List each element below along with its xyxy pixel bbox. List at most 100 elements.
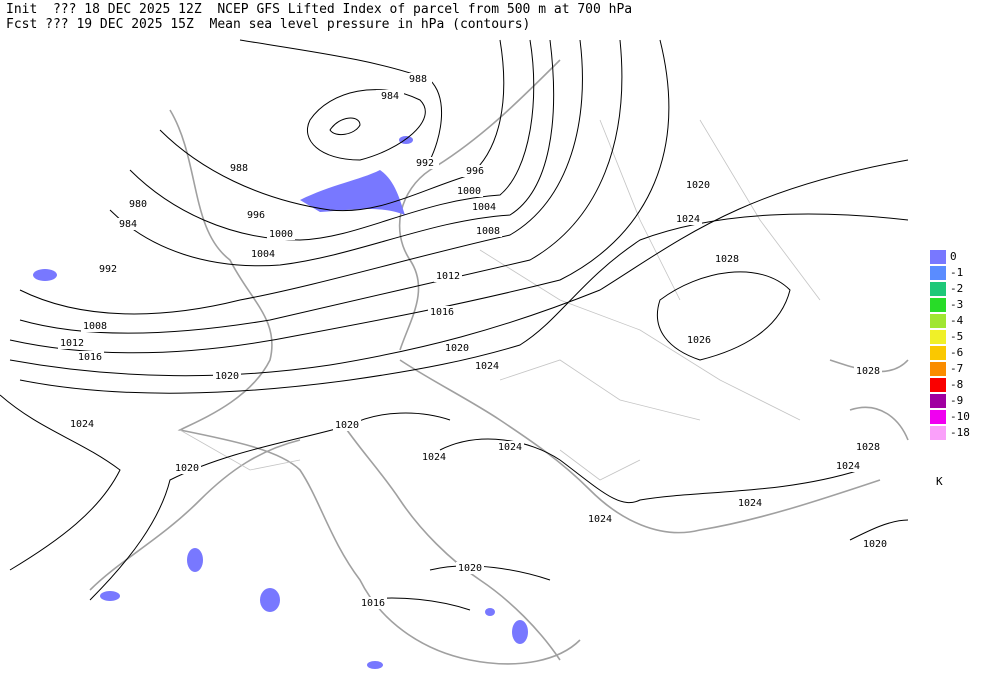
contour-label-bg	[834, 460, 862, 472]
contour-label: 1020	[458, 563, 482, 574]
legend-swatch	[930, 314, 946, 328]
contour-label-bg	[359, 597, 387, 609]
contour-label-bg	[496, 441, 524, 453]
contour-label-bg	[58, 337, 86, 349]
contour-label-bg	[685, 334, 713, 346]
contour-label-bg	[376, 90, 404, 102]
contour-label: 1024	[836, 461, 860, 472]
contour-label-bg	[225, 162, 253, 174]
header-line: Init ??? 18 DEC 2025 12Z NCEP GFS Lifted…	[6, 2, 632, 17]
legend-swatch	[930, 330, 946, 344]
contour-label-bg	[267, 228, 295, 240]
contour-label: 1028	[715, 254, 739, 265]
contour-label: 1016	[430, 307, 454, 318]
contour-label: 1012	[60, 338, 84, 349]
legend-label: -4	[950, 314, 964, 327]
legend-label: -3	[950, 298, 963, 311]
contour-label: 984	[119, 219, 137, 230]
contour-label: 1020	[215, 371, 239, 382]
contour-label-bg	[474, 225, 502, 237]
legend-swatch	[930, 394, 946, 408]
contour-label: 1026	[687, 335, 711, 346]
contour-label: 1000	[269, 229, 293, 240]
legend-swatch	[930, 266, 946, 280]
legend-swatch	[930, 298, 946, 312]
contour-label: 984	[381, 91, 399, 102]
contour-label-bg	[854, 441, 882, 453]
contour-label: 996	[466, 166, 484, 177]
contour-label: 1024	[70, 419, 94, 430]
contour-label-bg	[443, 342, 471, 354]
contour-label: 1024	[498, 442, 522, 453]
contour-label-bg	[68, 418, 96, 430]
contour-label-bg	[411, 157, 439, 169]
contour-label: 1016	[78, 352, 102, 363]
contour-label: 992	[99, 264, 117, 275]
contour-label-bg	[213, 370, 241, 382]
contour-label: 1004	[251, 249, 275, 260]
contour-label-bg	[684, 179, 712, 191]
contour-label: 1012	[436, 271, 460, 282]
contour-label-bg	[94, 263, 122, 275]
legend-label: 0	[950, 250, 957, 263]
contour-label-bg	[473, 360, 501, 372]
contour-label-bg	[81, 320, 109, 332]
contour-label-bg	[713, 253, 741, 265]
contour-label-bg	[114, 218, 142, 230]
contour-label-bg	[434, 270, 462, 282]
legend-swatch	[930, 426, 946, 440]
contour-label: 1024	[422, 452, 446, 463]
contour-label: 1024	[676, 214, 700, 225]
contour-label-bg	[470, 201, 498, 213]
contour-label: 992	[416, 158, 434, 169]
contour-label-bg	[736, 497, 764, 509]
contour-label-bg	[242, 209, 270, 221]
contour-label: 1028	[856, 366, 880, 377]
legend-swatch	[930, 282, 946, 296]
contour-label: 1020	[686, 180, 710, 191]
legend-swatch	[930, 362, 946, 376]
contour-label: 988	[409, 74, 427, 85]
legend-label: -9	[950, 394, 963, 407]
legend-label: -1	[950, 266, 963, 279]
contour-label: 1020	[335, 420, 359, 431]
contour-label-bg	[404, 73, 432, 85]
legend-swatch	[930, 346, 946, 360]
contour-labels: 988 984 992 996 1000 1004 1008 988 980 984 992 996 1…	[58, 73, 889, 609]
contour-label-bg	[455, 185, 483, 197]
legend-label: -2	[950, 282, 963, 295]
legend-swatch	[930, 250, 946, 264]
contour-label: 1008	[476, 226, 500, 237]
legend: 0 -1 -2 -3 -4 -5 -6 -7 -8 -9 -10 -18	[930, 250, 970, 440]
contour-label: 988	[230, 163, 248, 174]
legend-label: -10	[950, 410, 970, 423]
header-line: Fcst ??? 19 DEC 2025 15Z Mean sea level …	[6, 17, 530, 32]
contour-label: 980	[129, 199, 147, 210]
contour-label: 1008	[83, 321, 107, 332]
contour-label-bg	[461, 165, 489, 177]
contour-label: 1020	[445, 343, 469, 354]
contour-label-bg	[854, 365, 882, 377]
contour-label: 1004	[472, 202, 496, 213]
coastlines	[89, 59, 909, 665]
contour-label: 1028	[856, 442, 880, 453]
legend-label: -8	[950, 378, 963, 391]
contour-label-bg	[586, 513, 614, 525]
contour-label: 1024	[475, 361, 499, 372]
legend-swatch	[930, 378, 946, 392]
contour-label-bg	[420, 451, 448, 463]
contour-label-bg	[333, 419, 361, 431]
contour-label-bg	[456, 562, 484, 574]
contour-label: 1024	[588, 514, 612, 525]
contour-label-bg	[76, 351, 104, 363]
borders	[179, 119, 821, 481]
contour-label: 1020	[863, 539, 887, 550]
legend-label: -6	[950, 346, 963, 359]
legend-swatch	[930, 410, 946, 424]
legend-label: -7	[950, 362, 963, 375]
legend-unit: K	[936, 475, 943, 488]
lifted-index-areas	[33, 136, 528, 669]
contour-label-bg	[249, 248, 277, 260]
